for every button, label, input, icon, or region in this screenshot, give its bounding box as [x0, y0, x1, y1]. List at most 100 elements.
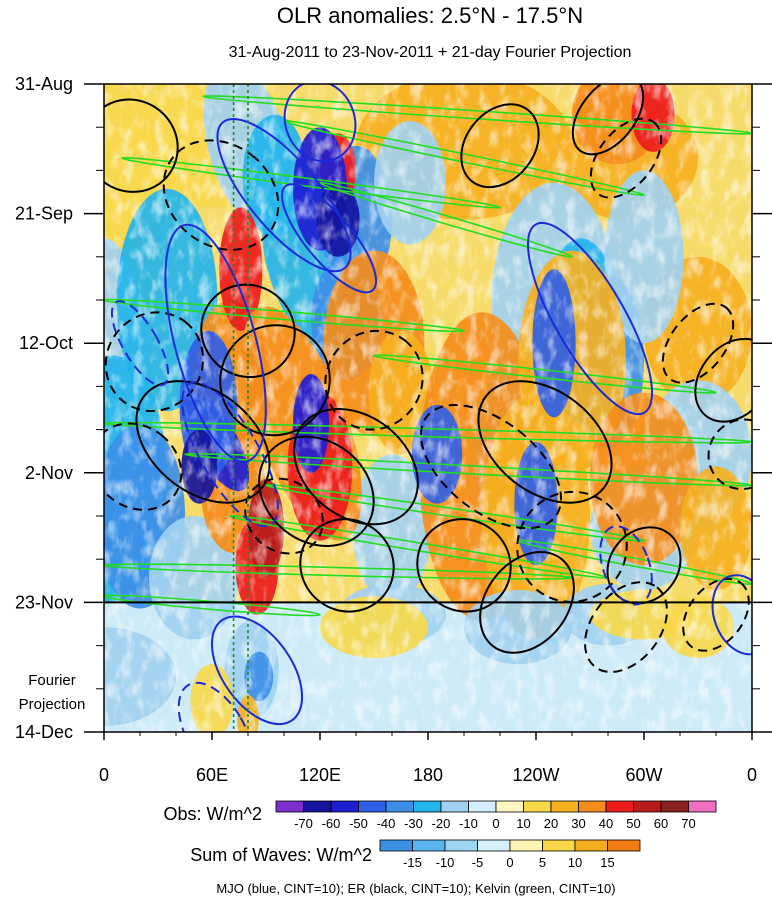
colorbar-tick-label: 0: [492, 816, 499, 831]
colorbar-swatch: [688, 800, 717, 813]
colorbar-swatch: [477, 839, 511, 852]
mjo-contour: [280, 183, 378, 294]
obs-colorbar-label: Obs: W/m^2: [164, 804, 262, 824]
colorbar-tick-label: -40: [377, 816, 396, 831]
y-tick-label: 2-Nov: [25, 463, 73, 483]
y-tick-label: 12-Oct: [19, 333, 73, 353]
colorbar-swatch: [509, 839, 543, 852]
kelvin-contour: [104, 298, 465, 333]
kelvin-contour: [184, 452, 752, 487]
er-contour: [293, 407, 419, 526]
colorbar-swatch: [275, 800, 304, 813]
colorbar-swatch: [412, 839, 446, 852]
colorbar-tick-label: -30: [404, 816, 423, 831]
x-tick-label: 60W: [625, 765, 662, 785]
colorbar-swatch: [379, 839, 413, 852]
colorbar-tick-label: -15: [403, 855, 422, 870]
colorbar-tick-label: 50: [626, 816, 640, 831]
chart-footer: MJO (blue, CINT=10); ER (black, CINT=10)…: [216, 881, 615, 896]
mjo-contour: [216, 117, 352, 273]
x-axis: 0 60E 120E 180 120W 60W 0: [99, 732, 757, 785]
chart-subtitle: 31-Aug-2011 to 23-Nov-2011 + 21-day Four…: [229, 44, 632, 61]
er-contour: [694, 337, 752, 423]
x-tick-label: 180: [413, 765, 443, 785]
colorbar-swatch: [444, 839, 478, 852]
colorbar-tick-label: 70: [681, 816, 695, 831]
colorbar-tick-label: 15: [600, 855, 614, 870]
colorbar-swatch: [578, 800, 607, 813]
er-contour: [162, 139, 280, 251]
colorbar-tick-label: -10: [436, 855, 455, 870]
mjo-contour: [526, 221, 654, 416]
colorbar-swatch: [330, 800, 359, 813]
x-tick-label: 60E: [196, 765, 228, 785]
colorbar-swatch: [607, 839, 641, 852]
colorbar-tick-label: 60: [654, 816, 668, 831]
colorbar-swatch: [440, 800, 469, 813]
x-tick-label: 0: [99, 765, 109, 785]
colorbar-swatch: [303, 800, 332, 813]
colorbar-tick-label: -5: [472, 855, 484, 870]
wave-contours: [104, 84, 752, 732]
er-contour: [299, 518, 395, 613]
kelvin-contour: [121, 156, 501, 209]
y-axis: 31-Aug 21-Sep 12-Oct 2-Nov 23-Nov 14-Dec: [15, 74, 772, 742]
mjo-contour: [181, 381, 279, 528]
mjo-contour: [110, 300, 170, 387]
mjo-contour: [164, 223, 267, 463]
er-contour: [258, 435, 375, 548]
colorbar-tick-label: 30: [571, 816, 585, 831]
x-tick-label: 0: [747, 765, 757, 785]
colorbar-tick-label: 5: [539, 855, 546, 870]
er-contour: [589, 117, 663, 199]
er-contour: [661, 302, 735, 384]
kelvin-contour: [319, 181, 573, 258]
y-tick-label: 21-Sep: [15, 204, 73, 224]
er-contour: [682, 577, 750, 652]
colorbar-swatch: [385, 800, 414, 813]
colorbar-swatch: [468, 800, 497, 813]
colorbar-tick-label: -10: [459, 816, 478, 831]
colorbar-swatch: [495, 800, 524, 813]
colorbar-swatch: [523, 800, 552, 813]
x-tick-label: 120E: [299, 765, 341, 785]
colorbar-swatch: [550, 800, 579, 813]
er-contour: [104, 422, 183, 511]
colorbar-tick-label: -50: [349, 816, 368, 831]
obs-colorbar: -70 -60 -50 -40 -30 -20 -10 0 10 20 30 40 50 60 70: [275, 800, 717, 831]
reference-longitude-lines: [232, 84, 249, 732]
er-contour: [707, 418, 752, 491]
er-contour: [324, 329, 424, 431]
x-tick-label: 120W: [512, 765, 559, 785]
kelvin-contour: [265, 484, 645, 542]
waves-colorbar: -15 -10 -5 0 5 10 15: [379, 839, 641, 870]
colorbar-swatch: [605, 800, 634, 813]
y-tick-label: 23-Nov: [15, 592, 73, 612]
colorbar-swatch: [358, 800, 387, 813]
mjo-contour: [210, 615, 304, 726]
mjo-contour: [711, 574, 752, 656]
chart-title: OLR anomalies: 2.5°N - 17.5°N: [277, 3, 583, 28]
colorbar-tick-label: 10: [516, 816, 530, 831]
er-contour: [571, 84, 645, 156]
mjo-contour: [177, 681, 254, 732]
er-contour: [104, 98, 179, 193]
kelvin-contour: [373, 354, 717, 394]
er-contour: [516, 490, 628, 603]
y-tick-label: 31-Aug: [15, 74, 73, 94]
colorbar-tick-label: 20: [544, 816, 558, 831]
mjo-contour: [283, 84, 357, 163]
er-contour: [416, 518, 512, 613]
er-contour: [460, 103, 540, 189]
colorbar-tick-label: 0: [506, 855, 513, 870]
colorbar-swatch: [542, 839, 576, 852]
field-texture: [104, 84, 752, 732]
er-contour: [477, 380, 613, 504]
kelvin-contour: [104, 421, 752, 444]
colorbar-tick-label: -70: [294, 816, 313, 831]
projection-label-line1: Fourier: [28, 672, 76, 689]
er-contour: [244, 477, 324, 555]
y-tick-label: 14-Dec: [15, 722, 73, 742]
colorbar-swatch: [660, 800, 689, 813]
